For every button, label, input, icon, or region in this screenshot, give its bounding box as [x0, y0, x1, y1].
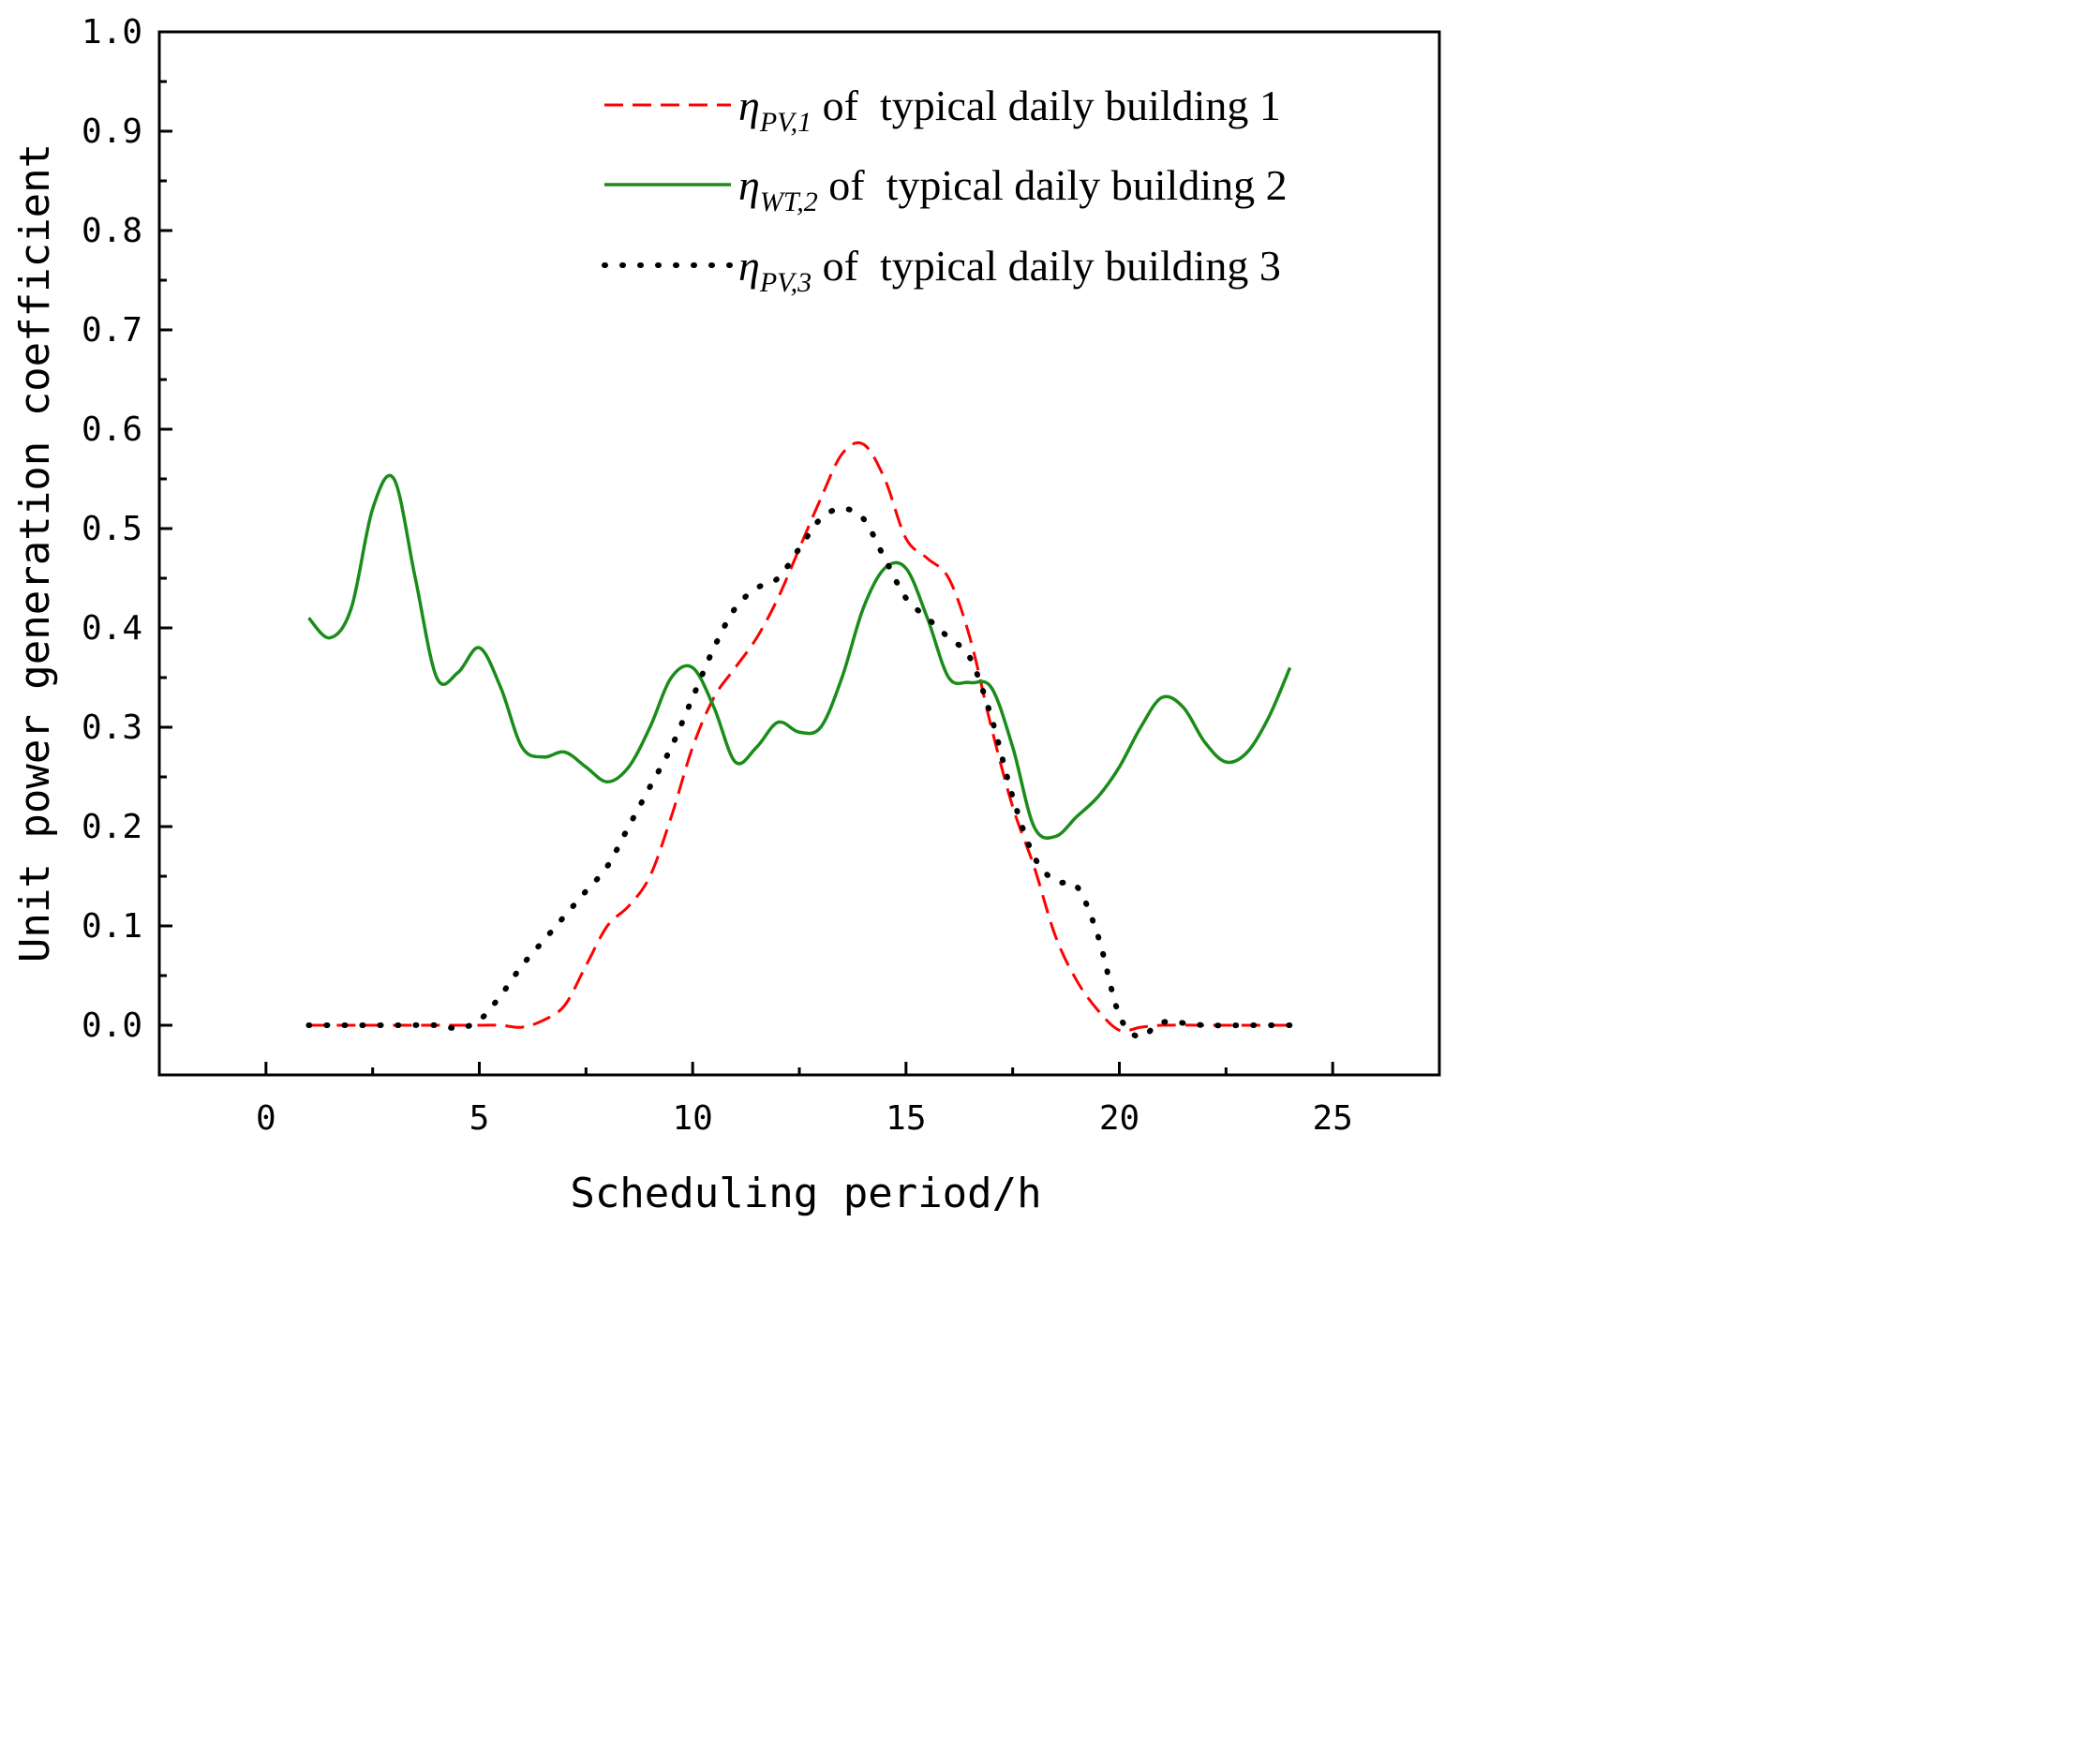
y-axis: 0.0 0.1 0.2 0.3 0.4 0.5 0.6 0.7 0.8 0.9 1.0 [82, 13, 172, 1045]
y-tick-label: 0.0 [82, 1007, 142, 1045]
y-tick-label: 0.8 [82, 212, 142, 250]
y-tick-label: 0.9 [82, 112, 142, 151]
legend-label-pv1: ηPV,1 of typical daily building 1 [738, 82, 1281, 138]
legend-label-wt2: ηWT,2 of typical daily building 2 [738, 161, 1288, 217]
legend-symbol-wt2: η [738, 161, 760, 209]
legend-entry-pv1: ηPV,1 of typical daily building 1 [604, 82, 1281, 138]
legend-subscript-pv3: PV,3 [759, 267, 812, 298]
x-axis: 0 5 10 15 20 25 [256, 1062, 1353, 1138]
legend-symbol-pv3: η [738, 242, 760, 290]
y-tick-label: 0.1 [82, 907, 142, 946]
legend: ηPV,1 of typical daily building 1 ηWT,2 … [602, 82, 1288, 298]
legend-symbol-pv1: η [738, 82, 760, 129]
x-tick-label: 20 [1099, 1099, 1139, 1138]
legend-subscript-pv1: PV,1 [759, 107, 812, 138]
x-tick-label: 5 [469, 1099, 490, 1138]
legend-suffix-pv3: of typical daily building 3 [812, 242, 1281, 290]
x-axis-title: Scheduling period/h [570, 1170, 1041, 1217]
y-tick-label: 0.3 [82, 708, 142, 747]
x-tick-label: 15 [886, 1099, 926, 1138]
series-pv1-line [308, 440, 1290, 1033]
y-tick-label: 0.5 [82, 510, 142, 548]
x-tick-label: 0 [256, 1099, 276, 1138]
series-layer [305, 440, 1293, 1040]
x-tick-label: 25 [1312, 1099, 1352, 1138]
series-wt2-line [307, 473, 1292, 840]
legend-subscript-wt2: WT,2 [760, 186, 818, 217]
y-tick-label: 1.0 [82, 13, 142, 52]
line-chart: 0.0 0.1 0.2 0.3 0.4 0.5 0.6 0.7 0.8 0.9 1.0 0 5 10 15… [11, 13, 1441, 1217]
y-tick-label: 0.4 [82, 609, 142, 648]
y-axis-title: Unit power generation coefficient [11, 143, 59, 962]
y-tick-label: 0.2 [82, 808, 142, 846]
legend-label-pv3: ηPV,3 of typical daily building 3 [738, 242, 1281, 298]
y-tick-label: 0.6 [82, 410, 142, 449]
legend-entry-pv3: ηPV,3 of typical daily building 3 [602, 242, 1281, 298]
x-tick-label: 10 [672, 1099, 712, 1138]
legend-entry-wt2: ηWT,2 of typical daily building 2 [604, 161, 1288, 217]
series-pv3-line [305, 505, 1293, 1040]
legend-suffix-pv1: of typical daily building 1 [812, 82, 1281, 129]
y-tick-label: 0.7 [82, 311, 142, 350]
legend-suffix-wt2: of typical daily building 2 [818, 161, 1288, 209]
